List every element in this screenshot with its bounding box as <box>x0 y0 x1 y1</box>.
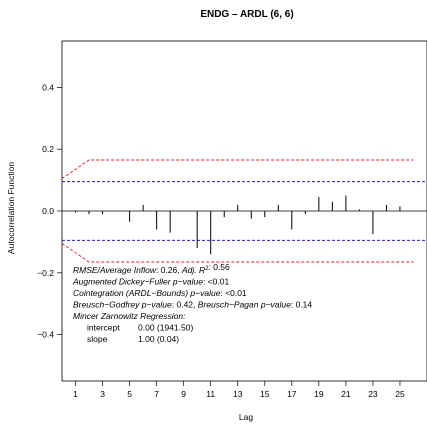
annotation-segment: RMSE/Average Inflow <box>73 265 157 275</box>
annotation-line: Augmented Dickey−Fuller p−value: <0.01 <box>72 277 229 287</box>
y-tick-label: 0.0 <box>42 206 54 216</box>
y-tick-label: 0.4 <box>42 82 54 92</box>
annotation-segment: : <0.01 <box>203 277 230 287</box>
axes: 1 3 5 7 9 11 13 15 17 19 21 23 25−0.4−0.20.00.20.4 <box>37 82 405 399</box>
regression-label: slope <box>87 334 108 344</box>
confidence-bands <box>61 159 427 263</box>
annotation-segment: : 0.14 <box>291 300 313 310</box>
x-tick-label: 17 <box>287 389 297 399</box>
annotation-segment: : 0.42, <box>172 300 198 310</box>
x-tick-label: 9 <box>181 389 186 399</box>
x-tick-label: 5 <box>127 389 132 399</box>
x-tick-label: 15 <box>260 389 270 399</box>
y-tick-label: −0.2 <box>37 268 54 278</box>
x-tick-label: 1 <box>73 389 78 399</box>
annotation-segment: Cointegration (ARDL−Bounds) p−value <box>73 288 221 298</box>
annotation-line: Cointegration (ARDL−Bounds) p−value: <0.… <box>73 288 247 298</box>
x-tick-label: 7 <box>154 389 159 399</box>
regression-label: intercept <box>87 323 120 333</box>
acf-bars <box>62 195 427 255</box>
annotation-segment: Breusch−Pagan p−value <box>198 300 291 310</box>
annotation-line: RMSE/Average Inflow: 0.26, Adj. R2: 0.56 <box>73 262 230 275</box>
annotation-segment: : 0.26, <box>156 265 182 275</box>
x-tick-label: 21 <box>341 389 351 399</box>
annotation-segment: Mincer Zarnowitz Regression: <box>73 311 186 321</box>
x-tick-label: 25 <box>395 389 405 399</box>
y-tick-label: 0.2 <box>42 144 54 154</box>
y-tick-label: −0.4 <box>37 330 54 340</box>
annotation-segment: : 0.56 <box>209 262 231 272</box>
annotation-segment: Breusch−Godfrey p−value <box>73 300 172 310</box>
bounds-band-upper <box>61 159 414 179</box>
annotation-line: Mincer Zarnowitz Regression: <box>73 311 186 321</box>
annotation-segment: : <0.01 <box>220 288 247 298</box>
regression-value: 0.00 (1941.50) <box>138 323 193 333</box>
x-tick-label: 23 <box>368 389 378 399</box>
bounds-band-lower <box>61 243 414 263</box>
x-tick-label: 13 <box>233 389 243 399</box>
annotation-segment: Augmented Dickey−Fuller p−value <box>72 277 203 287</box>
regression-value: 1.00 (0.04) <box>138 334 179 344</box>
y-axis-label: Autocorrelation Function <box>6 162 16 254</box>
annotation-line: Breusch−Godfrey p−value: 0.42, Breusch−P… <box>73 300 312 310</box>
x-tick-label: 3 <box>100 389 105 399</box>
x-tick-label: 11 <box>206 389 215 399</box>
superscript: 2 <box>205 266 209 272</box>
chart-title: ENDG – ARDL (6, 6) <box>200 9 293 20</box>
annotation-segment: Adj. R <box>181 265 205 275</box>
diagnostics-annotation: RMSE/Average Inflow: 0.26, Adj. R2: 0.56… <box>72 262 312 344</box>
x-tick-label: 19 <box>314 389 324 399</box>
x-axis-label: Lag <box>239 412 253 422</box>
